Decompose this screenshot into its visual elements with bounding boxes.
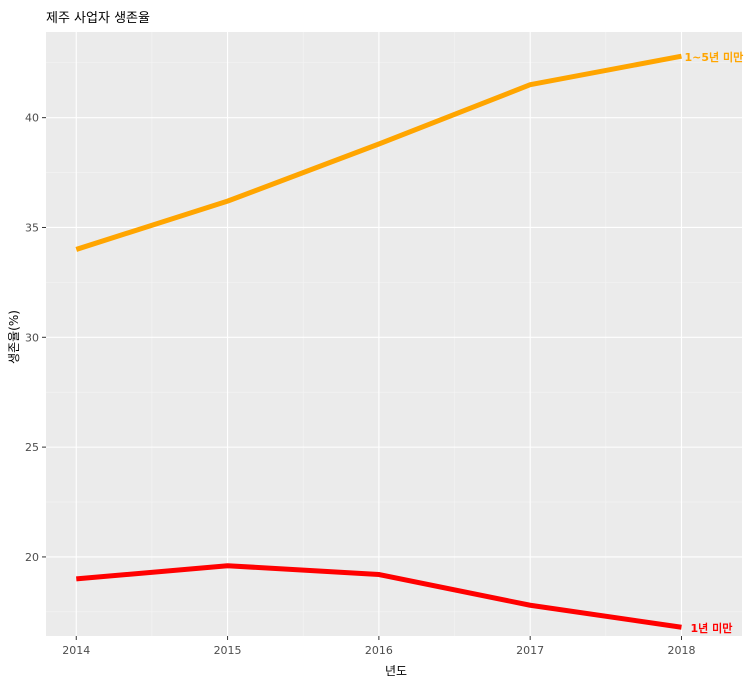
y-axis-ticks: 20 25 30 35 40 (25, 112, 46, 564)
grid-major (46, 32, 742, 636)
series-label-1: 1년 미만 (690, 621, 732, 635)
series-line-1 (76, 563, 682, 630)
y-tick-label: 20 (25, 551, 39, 564)
x-tick-label: 2018 (667, 644, 695, 657)
x-tick-label: 2016 (365, 644, 393, 657)
grid-minor (46, 32, 742, 636)
y-tick-label: 40 (25, 112, 39, 125)
series-lines (75, 53, 682, 630)
x-tick-label: 2014 (62, 644, 90, 657)
series-line-0 (75, 53, 682, 252)
series-label-0: 1~5년 미만 (684, 50, 743, 64)
x-tick-label: 2015 (214, 644, 242, 657)
y-tick-label: 35 (25, 221, 39, 234)
chart-title: 제주 사업자 생존율 (46, 11, 150, 26)
y-tick-label: 30 (25, 331, 39, 344)
x-axis-ticks: 2014 2015 2016 2017 2018 (62, 636, 695, 657)
series-labels: 1~5년 미만 1년 미만 (684, 50, 743, 635)
x-axis-title: 년도 (385, 664, 407, 678)
y-tick-label: 25 (25, 441, 39, 454)
y-axis-title: 생존율(%) (7, 310, 21, 364)
x-tick-label: 2017 (516, 644, 544, 657)
plot-panel (46, 32, 742, 636)
